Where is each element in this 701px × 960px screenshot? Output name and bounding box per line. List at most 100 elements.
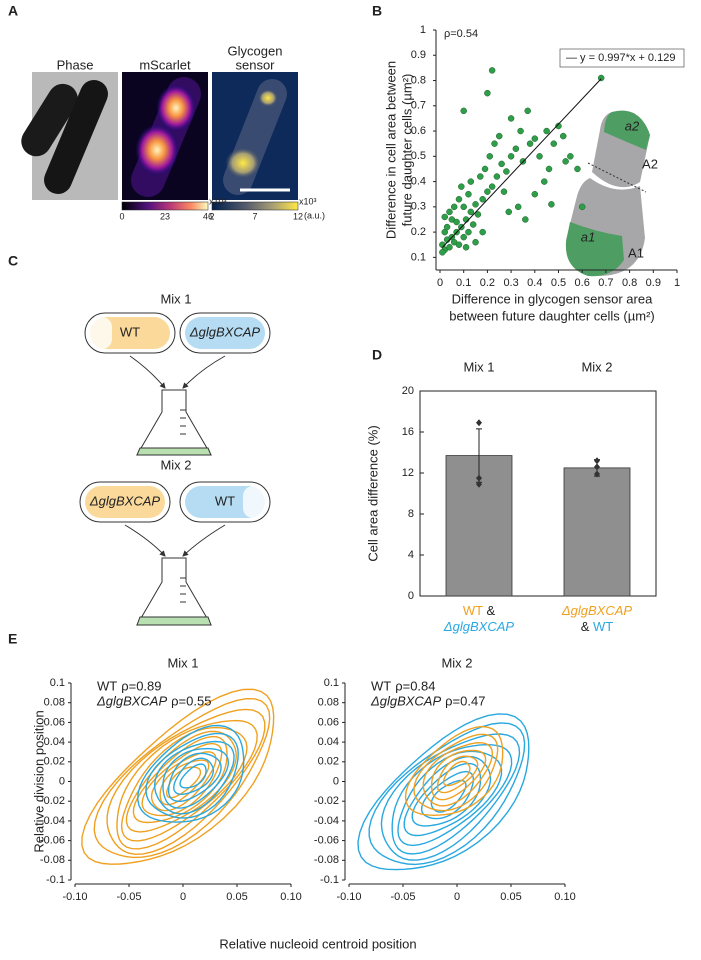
y-tick-label: 0.02	[44, 756, 65, 768]
x-tick-label: & WT	[581, 619, 614, 634]
y-tick-label: 0.1	[411, 251, 426, 263]
y-tick-label: -0.06	[314, 835, 339, 847]
point	[522, 216, 529, 223]
x-tick-label: 0.9	[646, 277, 661, 289]
point	[524, 107, 531, 115]
label-part: WT	[463, 603, 483, 618]
point	[514, 203, 522, 211]
cell-label: WT	[215, 493, 235, 508]
point	[460, 107, 467, 115]
y-axis-label: Cell area difference (%)	[365, 425, 380, 561]
contour-line	[380, 733, 521, 861]
y-tick-label: 8	[408, 508, 414, 520]
y-tick-label: 0.08	[318, 697, 339, 709]
contour-line	[422, 741, 494, 807]
y-axis-label: Relative division position	[31, 710, 46, 852]
point	[517, 127, 524, 135]
point	[507, 153, 515, 160]
y-tick-label: 0.8	[411, 74, 426, 86]
legend-box	[559, 48, 685, 68]
y-tick-label: 0.3	[411, 201, 426, 213]
x-tick-label: -0.10	[62, 891, 87, 903]
contour-line	[430, 749, 487, 801]
y-tick-label: -0.04	[40, 815, 65, 827]
point	[567, 153, 574, 160]
x-tick-label: WT &	[463, 603, 496, 618]
group-label: Mix 1	[463, 359, 494, 374]
x-tick-label: 0.8	[622, 277, 637, 289]
colorbar-tick: 46	[203, 211, 213, 221]
y-axis-label: future daughter cells (µm²)	[399, 74, 414, 227]
point	[450, 203, 458, 211]
point	[479, 196, 486, 203]
x-tick-label: 0.05	[500, 891, 521, 903]
y-tick-label: 0.08	[44, 697, 65, 709]
fit-line	[442, 78, 602, 248]
point	[503, 168, 510, 175]
image-title: sensor	[235, 57, 275, 72]
point	[484, 188, 491, 195]
image-phase	[21, 72, 118, 200]
x-tick-label: ΔglgBXCAP	[443, 619, 514, 634]
colorbar	[121, 201, 209, 211]
cartoon-label: A1	[628, 245, 644, 260]
y-tick-label: 0.1	[50, 677, 65, 689]
point	[548, 201, 555, 208]
y-tick-label: -0.02	[40, 795, 65, 807]
contour-line	[420, 770, 475, 820]
y-tick-label: 0.9	[411, 49, 426, 61]
y-tick-label: 0.02	[318, 756, 339, 768]
legend-rho: ρ=0.55	[171, 693, 211, 708]
colorbar-unit: (a.u.)	[304, 210, 325, 220]
panel-label: B	[372, 3, 382, 19]
point	[458, 183, 465, 190]
label-part: ΔglgBXCAP	[443, 619, 514, 634]
y-tick-label: 0.1	[324, 677, 339, 689]
point	[479, 228, 486, 236]
point	[465, 190, 472, 198]
panel-label: D	[372, 347, 382, 363]
x-tick-label: 0.7	[598, 277, 613, 289]
y-tick-label: 0.04	[44, 736, 65, 748]
point	[545, 165, 553, 173]
cartoon-label: a2	[625, 118, 640, 133]
point	[460, 233, 467, 241]
contour-line	[442, 760, 471, 787]
contour-line	[404, 725, 504, 817]
point	[493, 173, 501, 180]
legend-rho: ρ=0.84	[395, 678, 435, 693]
x-tick-label: 0.2	[480, 277, 495, 289]
x-tick-label: 1	[674, 277, 680, 289]
contour-line	[150, 751, 217, 812]
contour-line	[137, 724, 245, 823]
y-tick-label: -0.08	[314, 854, 339, 866]
colorbar-multiplier: x10³	[209, 196, 227, 206]
label-part: &	[483, 603, 496, 618]
contour-line	[413, 733, 499, 812]
legend-name: ΔglgBXCAP	[96, 693, 167, 708]
contour-line	[162, 747, 230, 809]
colorbar-tick: 7	[252, 211, 257, 221]
point	[543, 127, 550, 135]
colorbar-multiplier: x10³	[299, 196, 317, 206]
point	[465, 228, 472, 236]
contour-line	[116, 719, 258, 850]
x-tick-label: 0.4	[527, 277, 542, 289]
y-tick-label: 12	[402, 467, 414, 479]
replicate-point	[476, 474, 482, 482]
point	[441, 213, 448, 221]
replicate-point	[476, 419, 482, 427]
contour-line	[93, 697, 271, 859]
y-tick-label: -0.06	[40, 835, 65, 847]
x-tick-label: 0	[180, 891, 186, 903]
image-title: mScarlet	[139, 57, 191, 72]
point	[597, 74, 605, 82]
y-tick-label: -0.1	[320, 874, 339, 886]
mix-title: Mix 2	[160, 457, 191, 472]
replicate-point	[476, 480, 482, 488]
point	[453, 218, 460, 226]
image-title: Glycogen	[228, 43, 283, 58]
contour-line	[125, 730, 237, 833]
image-glycogen	[212, 72, 298, 200]
y-tick-label: 0	[59, 775, 65, 787]
